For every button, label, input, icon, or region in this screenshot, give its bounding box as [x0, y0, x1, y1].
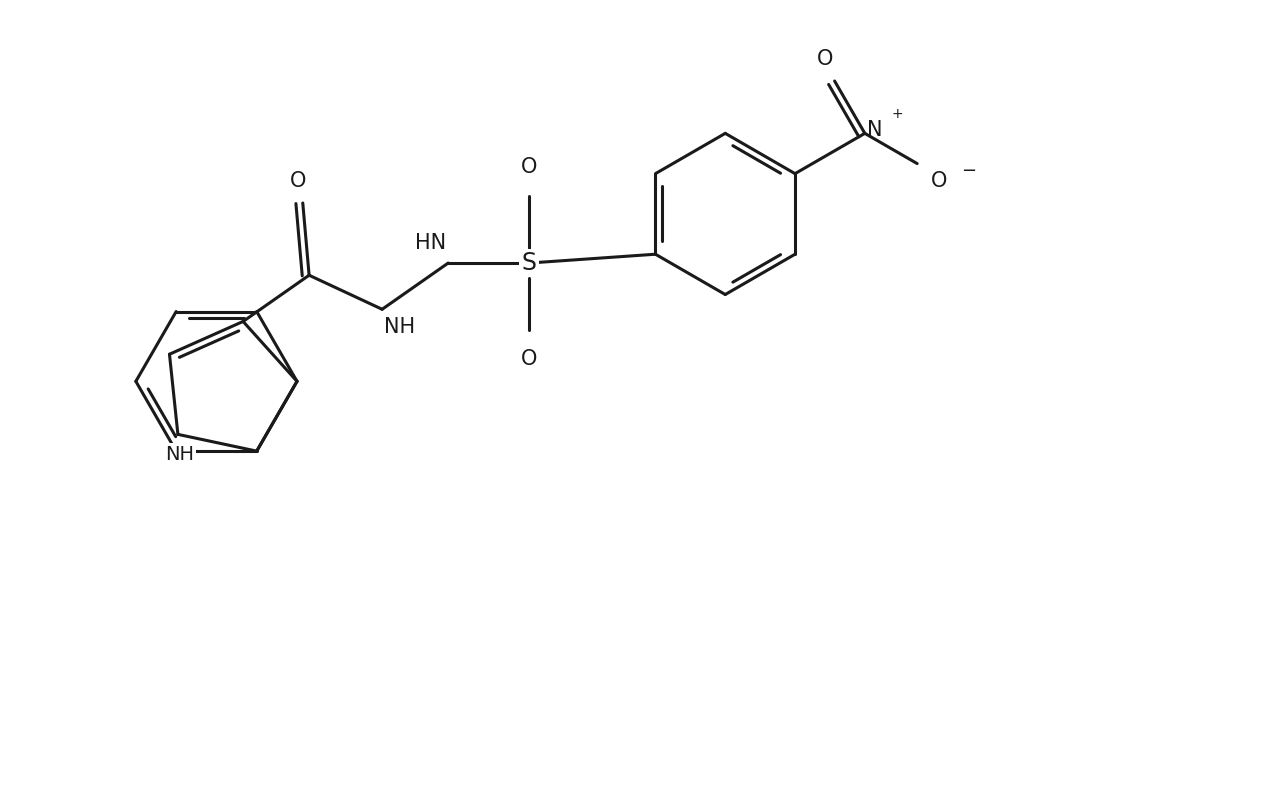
- Text: +: +: [892, 107, 903, 120]
- Text: O: O: [817, 50, 833, 70]
- Text: O: O: [521, 157, 537, 177]
- Text: −: −: [961, 163, 976, 180]
- Text: N: N: [866, 120, 883, 140]
- Text: O: O: [290, 172, 306, 192]
- Text: NH: NH: [384, 317, 416, 337]
- Text: S: S: [521, 251, 536, 275]
- Text: HN: HN: [415, 233, 447, 253]
- Text: NH: NH: [166, 444, 194, 464]
- Text: O: O: [930, 172, 947, 191]
- Text: O: O: [521, 350, 537, 369]
